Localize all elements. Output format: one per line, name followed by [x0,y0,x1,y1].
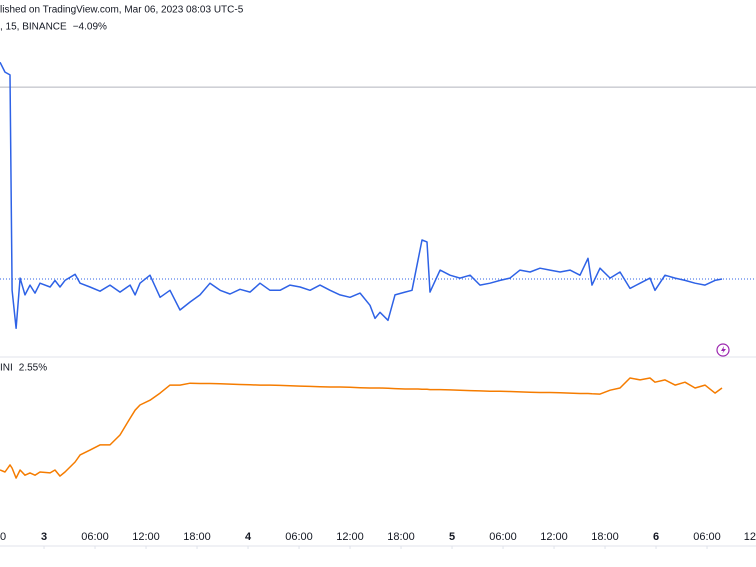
alert-bolt[interactable] [721,346,726,354]
legend-name: INI [0,363,13,374]
x-tick-label: 06:00 [81,531,109,543]
x-tick-label: 12:00 [132,531,160,543]
alert-circle[interactable] [716,343,730,357]
x-tick-label: 18:00 [387,531,415,543]
x-tick-label: 4 [245,531,252,543]
series-line [0,377,723,479]
x-tick-label: 12 [744,531,756,543]
x-tick-label: 18:00 [183,531,211,543]
x-tick-label: 18:00 [591,531,619,543]
legend-value: −4.09% [73,22,107,33]
x-tick-label: 06:00 [693,531,721,543]
x-tick-label: 12:00 [336,531,364,543]
x-tick-label: 0 [0,531,6,543]
x-tick-label: 06:00 [489,531,517,543]
x-tick-label: 6 [653,531,659,543]
chart-title: lished on TradingView.com, Mar 06, 2023 … [0,5,244,16]
x-tick-label: 06:00 [285,531,313,543]
x-tick-label: 3 [41,531,47,543]
legend-value: 2.55% [19,363,47,374]
x-tick-label: 5 [449,531,455,543]
x-tick-label: 12:00 [540,531,568,543]
series-line [0,61,723,330]
legend-name: , 15, BINANCE [0,22,67,33]
alert-icon[interactable] [716,343,730,357]
